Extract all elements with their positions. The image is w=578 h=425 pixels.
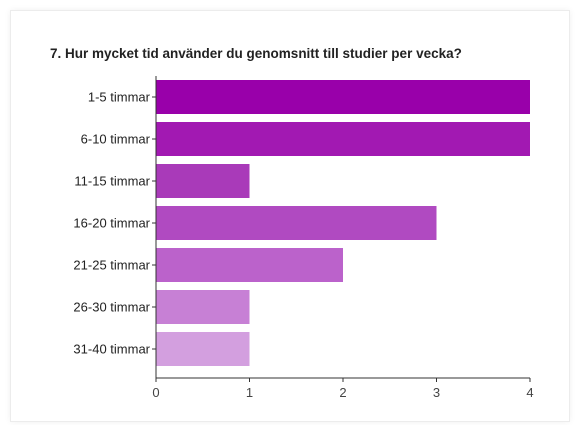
- x-tick-label-0: 0: [152, 385, 159, 400]
- category-label-1: 1-5 timmar: [88, 90, 151, 105]
- bar-7: [156, 332, 250, 366]
- bar-4: [156, 206, 437, 240]
- category-label-5: 21-25 timmar: [73, 258, 150, 273]
- chart-title: 7. Hur mycket tid använder du genomsnitt…: [50, 46, 462, 61]
- category-label-4: 16-20 timmar: [73, 216, 150, 231]
- bar-1: [156, 80, 530, 114]
- x-tick-label-2: 2: [339, 385, 346, 400]
- category-label-2: 6-10 timmar: [81, 132, 151, 147]
- bar-5: [156, 248, 343, 282]
- axis-ticks: 0 1 2 3 4: [152, 378, 534, 400]
- category-label-7: 31-40 timmar: [73, 342, 150, 357]
- x-tick-label-4: 4: [526, 385, 533, 400]
- bars-group: [156, 80, 530, 366]
- category-label-3: 11-15 timmar: [74, 174, 150, 189]
- x-tick-label-1: 1: [246, 385, 253, 400]
- bar-3: [156, 164, 250, 198]
- category-label-6: 26-30 timmar: [73, 300, 150, 315]
- bar-6: [156, 290, 250, 324]
- category-labels: 1-5 timmar 6-10 timmar 11-15 timmar 16-20 t…: [73, 90, 156, 357]
- x-tick-label-3: 3: [433, 385, 440, 400]
- bar-2: [156, 122, 530, 156]
